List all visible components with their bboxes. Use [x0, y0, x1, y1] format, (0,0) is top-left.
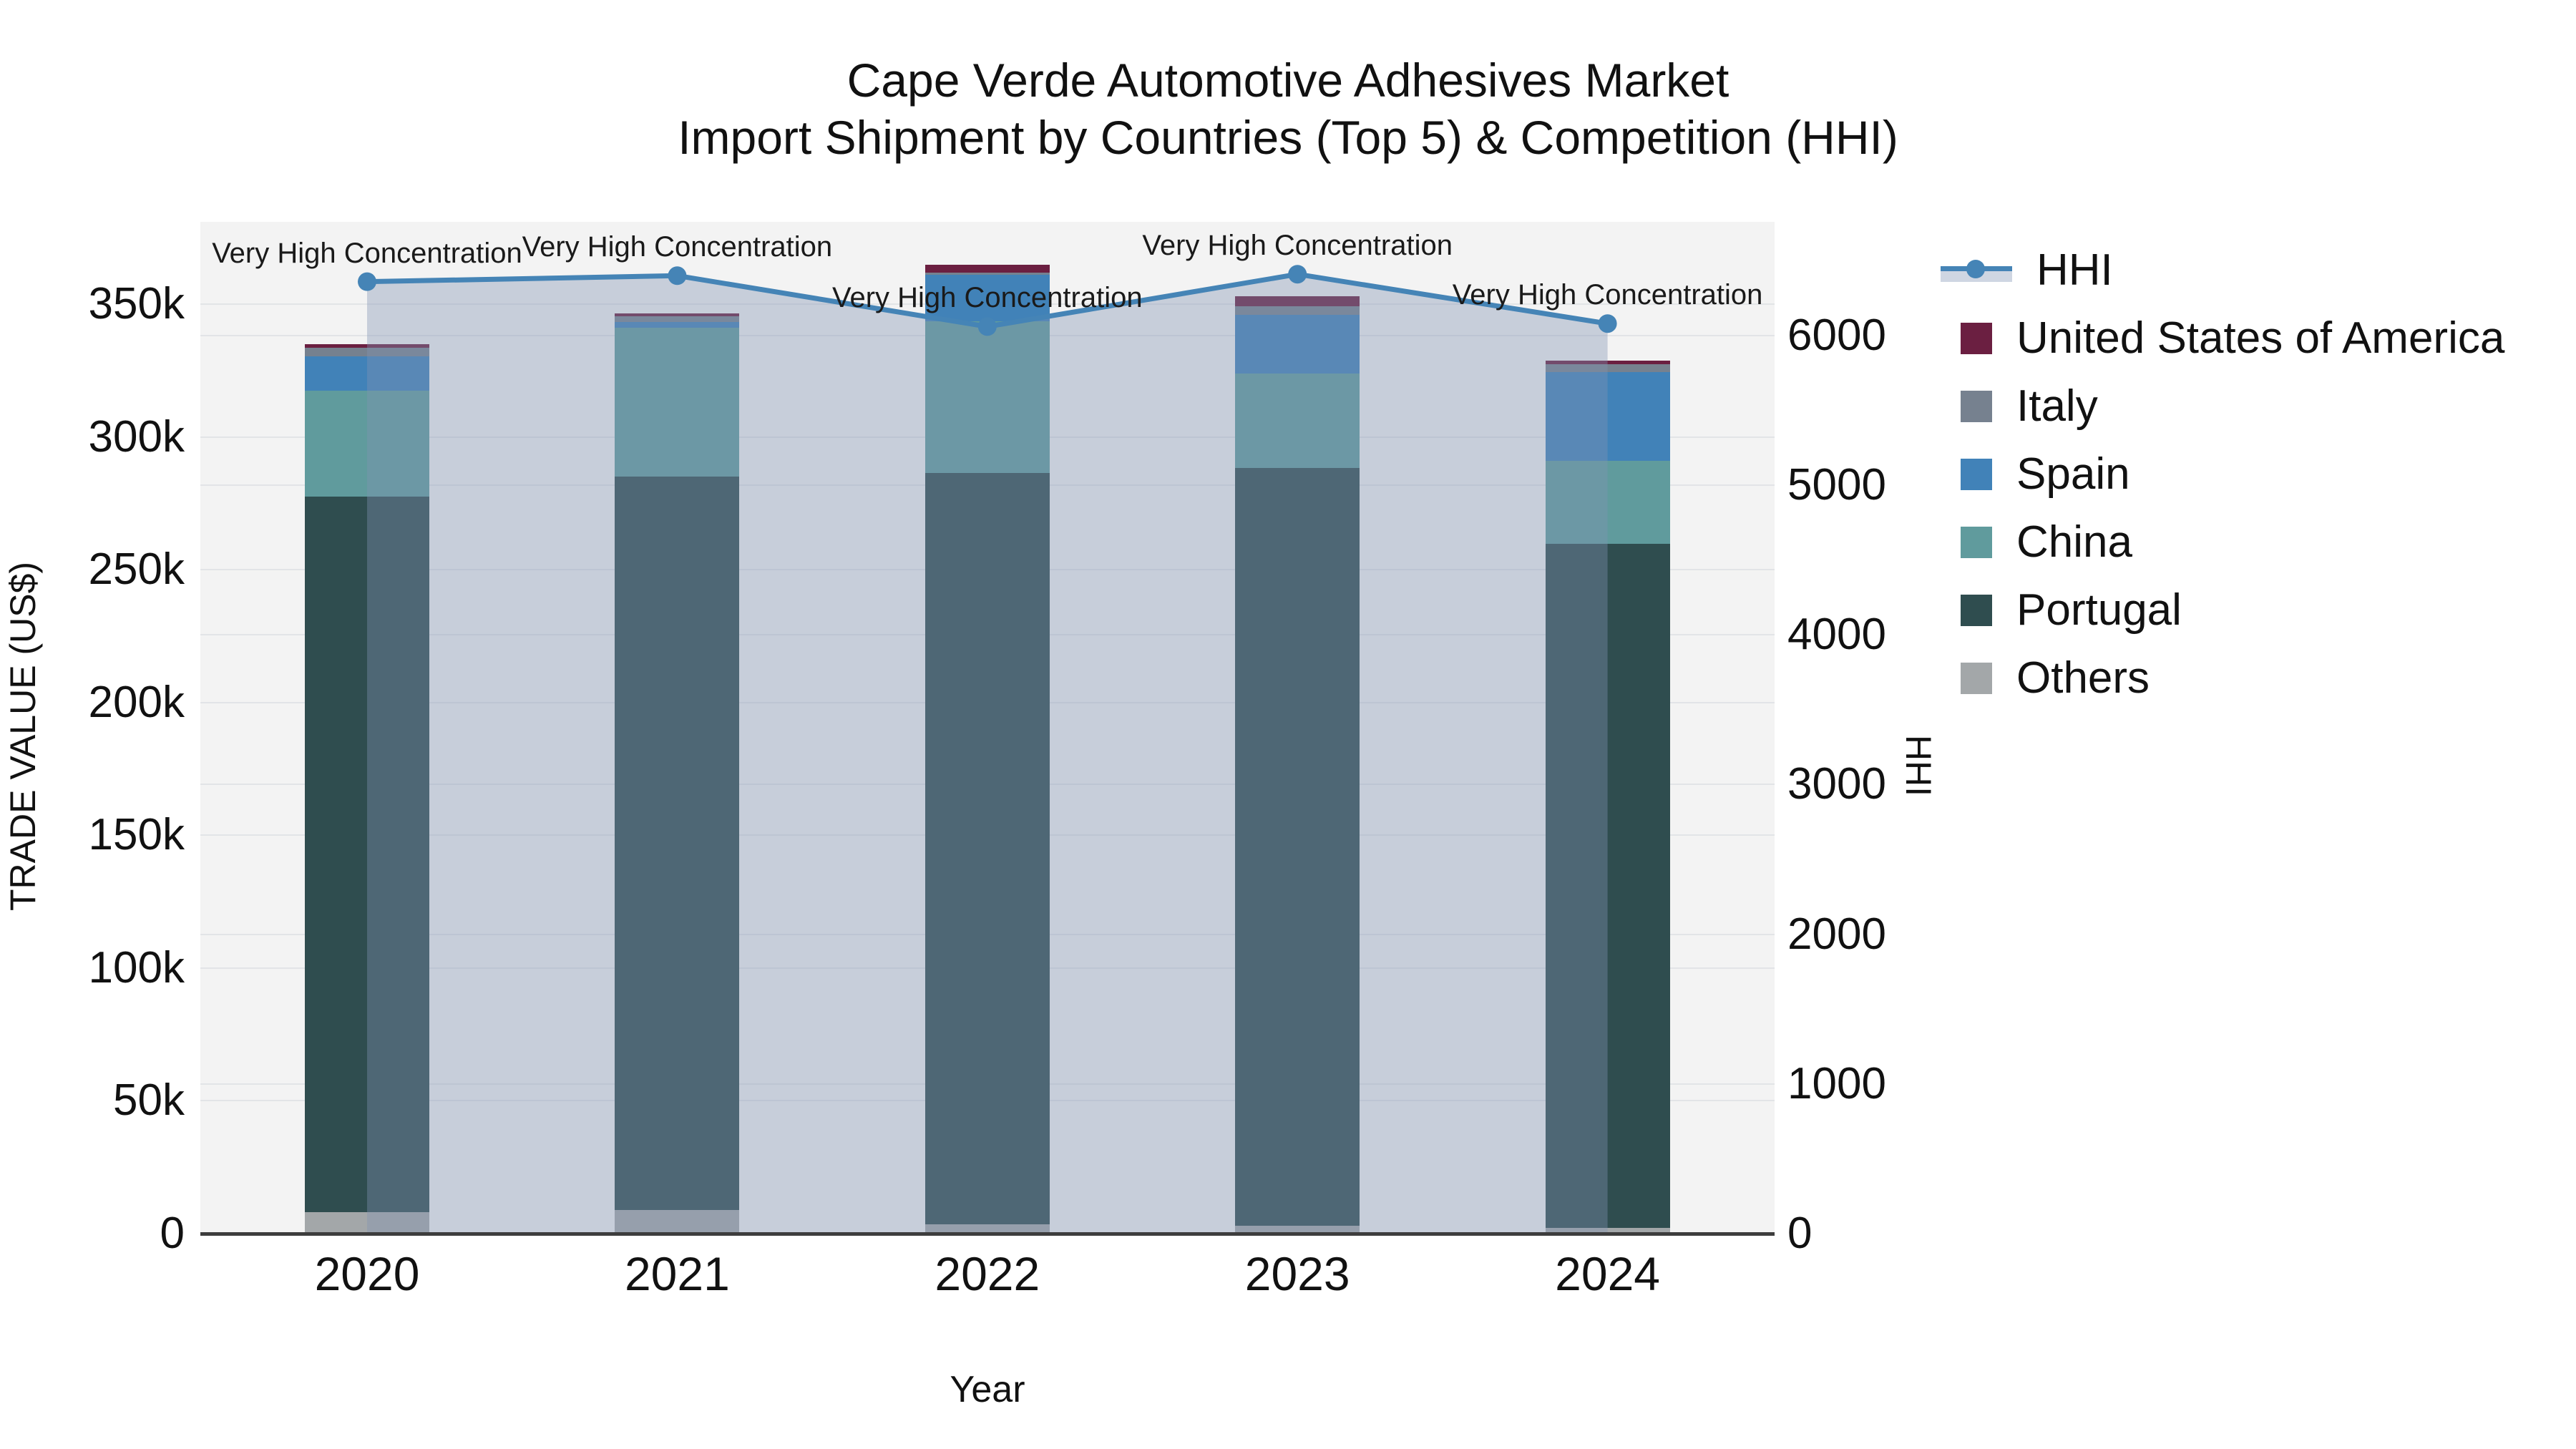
x-axis-tick-label-2023: 2023: [1244, 1247, 1350, 1300]
bar-segment-others-2021: [615, 1209, 740, 1234]
bar-segment-china-2021: [615, 328, 740, 477]
hhi-marker-2023: [1288, 265, 1307, 284]
legend-swatch-icon: [1961, 594, 1992, 626]
hhi-area-fill: [367, 274, 1608, 1234]
right-axis-tick-label: 0: [1787, 1209, 1813, 1258]
bar-segment-italy-2021: [615, 316, 740, 322]
legend-item-italy: Italy: [1941, 372, 2570, 440]
hhi-marker-2022: [977, 317, 997, 336]
left-axis-tick-label: 200k: [88, 677, 185, 727]
bar-segment-spain-2020: [305, 356, 429, 391]
legend-item-others: Others: [1941, 644, 2570, 712]
right-axis-tick-label: 4000: [1787, 610, 1886, 660]
bar-segment-italy-2022: [924, 272, 1050, 275]
bar-segment-others-2023: [1235, 1225, 1360, 1234]
bar-segment-united-states-of-america-2022: [924, 265, 1050, 273]
legend: HHI United States of America Italy Spain Chi…: [1941, 236, 2570, 712]
right-axis-tick-label: 6000: [1787, 310, 1886, 360]
chart-title: Cape Verde Automotive Adhesives Market I…: [0, 52, 2576, 166]
legend-label: Spain: [2016, 449, 2130, 499]
bar-segment-portugal-2020: [305, 497, 429, 1212]
x-axis-tick-label-2020: 2020: [314, 1247, 420, 1300]
right-axis-tick-label: 2000: [1787, 909, 1886, 959]
legend-label: Others: [2016, 653, 2150, 703]
annotation-2022: Very High Concentration: [832, 282, 1143, 314]
bar-segment-united-states-of-america-2020: [305, 344, 429, 348]
legend-label: United States of America: [2016, 313, 2505, 363]
hhi-legend-glyph-icon: [1941, 255, 2012, 286]
legend-item-spain: Spain: [1941, 440, 2570, 508]
bar-segment-italy-2024: [1545, 364, 1670, 372]
bar-segment-china-2020: [305, 390, 429, 497]
annotation-2023: Very High Concentration: [1142, 230, 1453, 262]
left-axis-tick-label: 100k: [88, 942, 185, 992]
bar-segment-spain-2024: [1545, 371, 1670, 461]
left-axis-tick-label: 0: [160, 1209, 185, 1258]
chart-title-line2: Import Shipment by Countries (Top 5) & C…: [678, 111, 1898, 164]
legend-swatch-icon: [1961, 390, 1992, 422]
bar-segment-china-2023: [1235, 374, 1360, 468]
bar-segment-spain-2021: [615, 321, 740, 328]
bar-segment-italy-2023: [1235, 306, 1360, 315]
bar-segment-portugal-2023: [1235, 467, 1360, 1226]
bar-segment-spain-2022: [924, 274, 1050, 321]
bar-segment-portugal-2022: [924, 472, 1050, 1224]
left-axis-tick-label: 300k: [88, 411, 185, 462]
hhi-line-layer: [358, 265, 1617, 1234]
left-axis-title: TRADE VALUE (US$): [3, 561, 43, 912]
annotation-2024: Very High Concentration: [1452, 279, 1763, 311]
left-axis-tick-label: 350k: [88, 279, 185, 329]
chart-title-line1: Cape Verde Automotive Adhesives Market: [847, 54, 1729, 107]
x-axis-title: Year: [950, 1369, 1025, 1410]
left-axis-tick-label: 150k: [88, 810, 185, 860]
legend-item-china: China: [1941, 508, 2570, 576]
right-axis-tick-label: 1000: [1787, 1058, 1886, 1108]
legend-item-hhi: HHI: [1941, 236, 2570, 304]
legend-swatch-icon: [1961, 662, 1992, 694]
legend-label: Italy: [2016, 381, 2098, 431]
legend-label: China: [2016, 517, 2132, 567]
bar-segment-united-states-of-america-2021: [615, 313, 740, 317]
x-axis-tick-label-2021: 2021: [624, 1247, 730, 1300]
right-axis-title: HHI: [1898, 734, 1938, 797]
bar-segment-spain-2023: [1235, 314, 1360, 374]
hhi-marker-2024: [1598, 314, 1617, 333]
left-axis-tick-label: 250k: [88, 545, 185, 595]
bar-segment-others-2022: [924, 1224, 1050, 1234]
legend-swatch-icon: [1961, 526, 1992, 558]
bar-segment-portugal-2024: [1545, 544, 1670, 1228]
bar-segment-united-states-of-america-2023: [1235, 296, 1360, 306]
plot-area: [200, 222, 1775, 1234]
x-axis-tick-label-2022: 2022: [935, 1247, 1040, 1300]
x-axis-line: [200, 1232, 1775, 1236]
legend-label: Portugal: [2016, 585, 2182, 635]
hhi-marker-2021: [668, 266, 687, 286]
right-axis-tick-label: 3000: [1787, 759, 1886, 809]
legend-item-united-states-of-america: United States of America: [1941, 304, 2570, 372]
x-axis-tick-label-2024: 2024: [1555, 1247, 1660, 1300]
hhi-marker-2020: [358, 272, 376, 291]
legend-label: HHI: [2036, 245, 2113, 295]
bar-segment-china-2022: [924, 321, 1050, 473]
left-axis-tick-label: 50k: [113, 1075, 185, 1126]
bar-segment-italy-2020: [305, 347, 429, 357]
bar-segment-united-states-of-america-2024: [1545, 361, 1670, 364]
bar-segment-portugal-2021: [615, 476, 740, 1210]
bar-segment-others-2020: [305, 1211, 429, 1234]
legend-item-portugal: Portugal: [1941, 576, 2570, 644]
bar-segment-china-2024: [1545, 460, 1670, 545]
right-axis-tick-label: 5000: [1787, 460, 1886, 510]
legend-swatch-icon: [1961, 458, 1992, 490]
legend-swatch-icon: [1961, 322, 1992, 354]
bar-segment-others-2024: [1545, 1227, 1670, 1234]
annotation-2020: Very High Concentration: [212, 237, 522, 269]
annotation-2021: Very High Concentration: [522, 231, 833, 263]
